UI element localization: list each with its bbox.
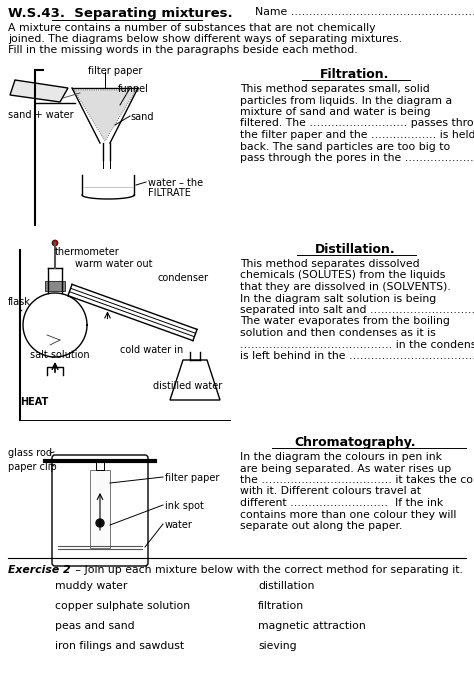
- Text: are being separated. As water rises up: are being separated. As water rises up: [240, 463, 451, 473]
- Text: W.S.43.  Separating mixtures.: W.S.43. Separating mixtures.: [8, 7, 233, 20]
- Text: HEAT: HEAT: [20, 397, 48, 407]
- Text: salt solution: salt solution: [30, 350, 90, 360]
- Text: back. The sand particles are too big to: back. The sand particles are too big to: [240, 142, 450, 151]
- Bar: [90, 470, 110, 548]
- Text: cold water in: cold water in: [120, 345, 183, 355]
- Text: A mixture contains a number of substances that are not chemically: A mixture contains a number of substance…: [8, 23, 375, 33]
- Text: Exercise 2: Exercise 2: [8, 565, 71, 575]
- Text: different ………………………  If the ink: different ……………………… If the ink: [240, 498, 443, 508]
- Text: water – the: water – the: [148, 178, 203, 188]
- Text: is left behind in the ……………………………………: is left behind in the ……………………………………: [240, 351, 474, 361]
- Text: Chromatography.: Chromatography.: [294, 436, 416, 449]
- Text: water: water: [165, 520, 193, 530]
- Text: distilled water: distilled water: [153, 381, 222, 391]
- Text: ink spot: ink spot: [165, 501, 204, 511]
- Text: filtration: filtration: [258, 601, 304, 611]
- Text: This method separates small, solid: This method separates small, solid: [240, 84, 430, 94]
- Text: thermometer: thermometer: [55, 247, 120, 257]
- Text: The water evaporates from the boiling: The water evaporates from the boiling: [240, 316, 450, 327]
- Text: Fill in the missing words in the paragraphs beside each method.: Fill in the missing words in the paragra…: [8, 45, 357, 55]
- Text: Name ………………………………………………………: Name ………………………………………………………: [255, 7, 474, 17]
- Text: filtered. The ……………………… passes through: filtered. The ……………………… passes through: [240, 119, 474, 128]
- Text: This method separates dissolved: This method separates dissolved: [240, 259, 419, 269]
- Text: warm water out: warm water out: [75, 259, 153, 269]
- Text: – Join up each mixture below with the correct method for separating it.: – Join up each mixture below with the co…: [72, 565, 463, 575]
- Text: iron filings and sawdust: iron filings and sawdust: [55, 641, 184, 651]
- Text: distillation: distillation: [258, 581, 314, 591]
- Text: In the diagram salt solution is being: In the diagram salt solution is being: [240, 293, 436, 304]
- Polygon shape: [10, 80, 68, 102]
- Polygon shape: [74, 90, 136, 141]
- Text: copper sulphate solution: copper sulphate solution: [55, 601, 190, 611]
- Text: the ……………………………… it takes the colours: the ……………………………… it takes the colours: [240, 475, 474, 485]
- Text: In the diagram the colours in pen ink: In the diagram the colours in pen ink: [240, 452, 442, 462]
- Text: flask: flask: [8, 297, 31, 307]
- Text: the filter paper and the ……………… is held: the filter paper and the ……………… is held: [240, 130, 474, 140]
- Text: …………………………………… in the condenser. The salt: …………………………………… in the condenser. The sal…: [240, 339, 474, 350]
- Text: solution and then condenses as it is: solution and then condenses as it is: [240, 328, 436, 338]
- Text: magnetic attraction: magnetic attraction: [258, 621, 366, 631]
- Bar: [45, 281, 65, 291]
- Text: paper clip: paper clip: [8, 462, 57, 472]
- Text: that they are dissolved in (SOLVENTS).: that they are dissolved in (SOLVENTS).: [240, 282, 451, 292]
- Text: FILTRATE: FILTRATE: [148, 188, 191, 198]
- Text: sieving: sieving: [258, 641, 297, 651]
- Text: joined. The diagrams below show different ways of separating mixtures.: joined. The diagrams below show differen…: [8, 34, 402, 44]
- Text: peas and sand: peas and sand: [55, 621, 135, 631]
- Circle shape: [96, 519, 104, 527]
- Text: funnel: funnel: [118, 84, 149, 94]
- Text: filter paper: filter paper: [88, 66, 142, 76]
- Text: with it. Different colours travel at: with it. Different colours travel at: [240, 487, 421, 496]
- Text: separated into salt and ……………………………: separated into salt and ……………………………: [240, 305, 474, 315]
- Circle shape: [52, 240, 58, 246]
- Text: sand + water: sand + water: [8, 110, 73, 120]
- Text: Filtration.: Filtration.: [320, 68, 390, 81]
- Text: contains more than one colour they will: contains more than one colour they will: [240, 510, 456, 519]
- Text: Distillation.: Distillation.: [315, 243, 395, 256]
- Text: condenser: condenser: [158, 273, 209, 283]
- Text: glass rod: glass rod: [8, 448, 52, 458]
- Text: sand: sand: [130, 112, 154, 122]
- Text: chemicals (SOLUTES) from the liquids: chemicals (SOLUTES) from the liquids: [240, 271, 446, 281]
- Text: pass through the pores in the ……………………: pass through the pores in the ……………………: [240, 153, 474, 163]
- Text: mixture of sand and water is being: mixture of sand and water is being: [240, 107, 430, 117]
- Text: particles from liquids. In the diagram a: particles from liquids. In the diagram a: [240, 96, 452, 105]
- Text: muddy water: muddy water: [55, 581, 128, 591]
- Text: separate out along the paper.: separate out along the paper.: [240, 521, 402, 531]
- Text: filter paper: filter paper: [165, 473, 219, 483]
